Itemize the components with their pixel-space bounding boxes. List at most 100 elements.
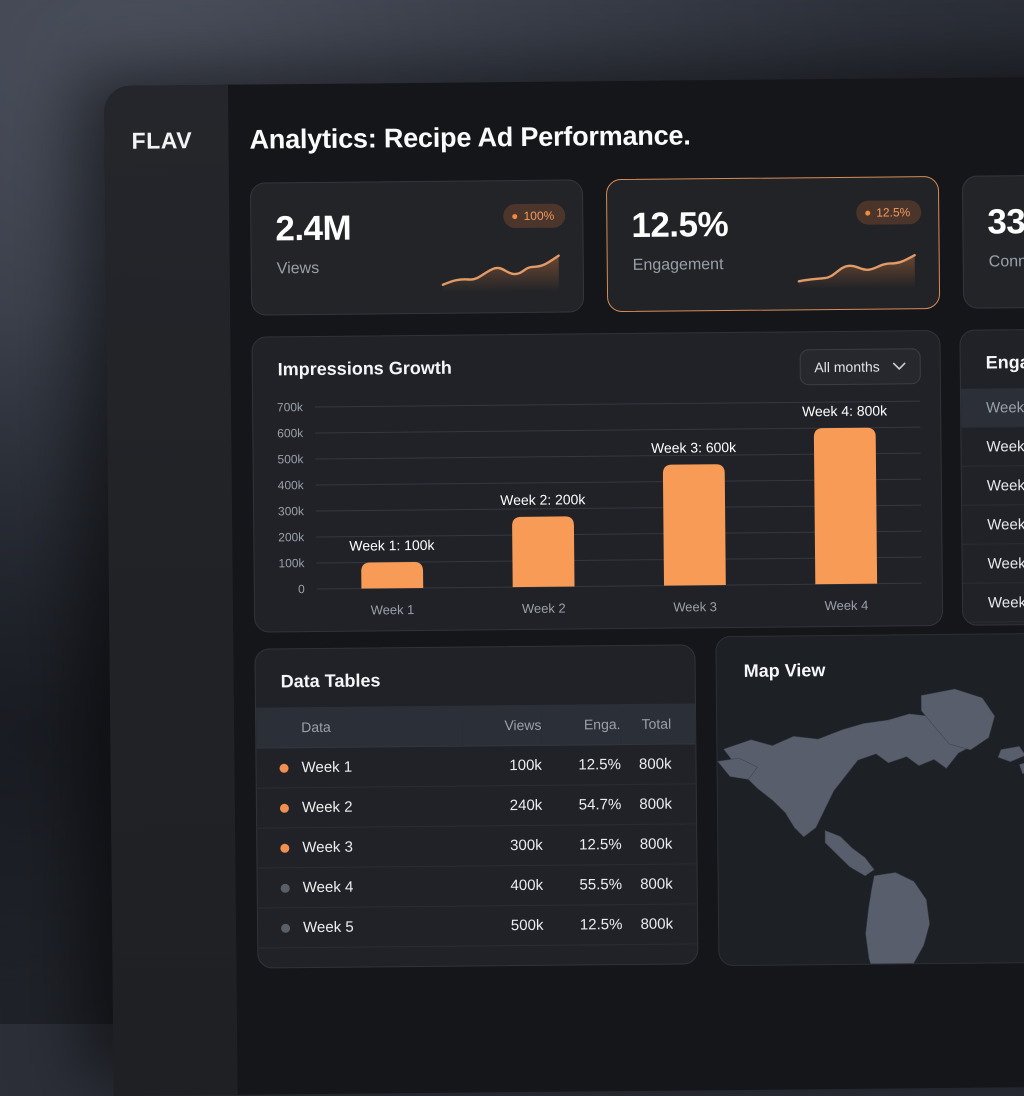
table-header-row: Data Views Enga. Total xyxy=(256,703,695,748)
engagement-list-item[interactable]: Week 1 xyxy=(961,425,1024,467)
y-axis-tick-label: 700k xyxy=(277,400,303,414)
kpi-value: 12.5% xyxy=(631,205,728,246)
row-status-dot-icon xyxy=(281,923,290,932)
data-tables-card: Data Tables Data Views Enga. Total Week … xyxy=(254,644,698,968)
kpi-label: Conn xyxy=(989,253,1024,271)
map-title: Map View xyxy=(744,660,826,682)
main-content: Analytics: Recipe Ad Performance. 2.4M V… xyxy=(228,76,1024,1094)
bar-chart: 0 100k 200k 300k 400k 500k 600k 700k Week 1: 100… xyxy=(253,391,942,633)
engagement-list-header: Week xyxy=(961,386,1024,428)
row-views: 100k xyxy=(463,745,542,786)
row-views: 300k xyxy=(463,825,542,866)
row-enga: 12.5% xyxy=(542,825,621,866)
row-label: Week 1 xyxy=(301,759,352,776)
bar-value-label: Week 4: 800k xyxy=(802,402,887,419)
table-header: Data Views Enga. Total xyxy=(256,703,695,748)
row-total: 800k xyxy=(622,864,697,905)
engagement-list-item[interactable]: Week 4 xyxy=(962,542,1024,584)
status-dot-icon xyxy=(513,214,518,219)
month-filter-label: All months xyxy=(814,359,880,376)
table-title: Data Tables xyxy=(281,670,381,692)
row-label: Week 3 xyxy=(302,839,353,856)
kpi-value: 2.4M xyxy=(275,209,351,250)
x-axis-tick-label: Week 3 xyxy=(673,599,717,614)
page-title: Analytics: Recipe Ad Performance. xyxy=(249,120,690,155)
y-axis-tick-label: 400k xyxy=(278,478,304,492)
column-header-total[interactable]: Total xyxy=(620,703,695,744)
bar-value-label: Week 2: 200k xyxy=(500,491,585,508)
kpi-card-engagement[interactable]: 12.5% Engagement 12.5% xyxy=(606,176,940,312)
row-enga: 12.5% xyxy=(543,905,622,946)
impressions-growth-card: Impressions Growth All months 0 100k 200k 3… xyxy=(251,330,943,633)
row-status-dot-icon xyxy=(280,803,289,812)
kpi-badge: 100% xyxy=(503,204,565,229)
row-total: 800k xyxy=(621,744,696,785)
engagement-list-item[interactable]: Week 3 xyxy=(962,503,1024,545)
world-map[interactable] xyxy=(715,683,1024,966)
bar-value-label: Week 3: 600k xyxy=(651,439,736,456)
kpi-label: Engagement xyxy=(633,256,724,275)
kpi-row: 2.4M Views 100% xyxy=(250,173,1024,316)
x-axis-tick-label: Week 4 xyxy=(825,598,869,613)
y-axis-tick-label: 0 xyxy=(298,582,305,596)
row-status-dot-icon xyxy=(281,883,290,892)
row-views: 500k xyxy=(464,905,543,946)
kpi-card-connections[interactable]: 33 Conn xyxy=(962,173,1024,309)
row-status-dot-icon xyxy=(280,763,289,772)
row-total: 800k xyxy=(621,824,696,865)
kpi-badge-text: 12.5% xyxy=(876,205,910,219)
bar-1[interactable] xyxy=(361,562,423,589)
chevron-down-icon xyxy=(893,362,906,370)
row-enga: 55.5% xyxy=(543,865,622,906)
sidebar: FLAV xyxy=(104,85,238,1096)
row-status-dot-icon xyxy=(280,843,289,852)
row-enga: 54.7% xyxy=(542,785,621,826)
sparkline-chart xyxy=(439,250,569,297)
kpi-label: Views xyxy=(277,260,320,278)
row-total: 800k xyxy=(622,904,697,945)
bar-4[interactable] xyxy=(814,428,877,585)
chart-title: Impressions Growth xyxy=(278,358,452,381)
row-views: 240k xyxy=(463,785,542,826)
y-axis-tick-label: 100k xyxy=(278,556,304,570)
bar-2[interactable] xyxy=(512,516,574,587)
month-filter-dropdown[interactable]: All months xyxy=(799,348,921,385)
brand-logo[interactable]: FLAV xyxy=(131,127,192,155)
bar-value-label: Week 1: 100k xyxy=(349,537,434,554)
engagement-title: Engagement xyxy=(986,352,1024,374)
column-header-views[interactable]: Views xyxy=(462,705,541,746)
row-label: Week 4 xyxy=(303,879,354,896)
row-views: 400k xyxy=(464,865,543,906)
app-window: FLAV Analytics: Recipe Ad Performance. 2… xyxy=(104,76,1024,1096)
y-axis-tick-label: 300k xyxy=(278,504,304,518)
x-axis-tick-label: Week 2 xyxy=(522,601,566,616)
kpi-badge-text: 100% xyxy=(523,209,554,223)
x-axis-tick-label: Week 1 xyxy=(371,602,415,617)
column-header-enga[interactable]: Enga. xyxy=(541,704,620,745)
y-axis-tick-label: 500k xyxy=(277,452,303,466)
row-total: 800k xyxy=(621,784,696,825)
column-header-data[interactable]: Data xyxy=(256,706,463,748)
y-axis-tick-label: 200k xyxy=(278,530,304,544)
bar-3[interactable] xyxy=(663,464,726,585)
row-label: Week 5 xyxy=(303,919,354,936)
kpi-badge: 12.5% xyxy=(856,200,921,225)
y-axis-tick-label: 600k xyxy=(277,426,303,440)
engagement-list-item[interactable]: Week 2 xyxy=(962,464,1024,506)
kpi-card-views[interactable]: 2.4M Views 100% xyxy=(250,179,584,315)
status-dot-icon xyxy=(865,210,870,215)
engagement-list-item[interactable]: Week 5 xyxy=(963,581,1024,623)
row-enga: 12.5% xyxy=(542,745,621,786)
sparkline-chart xyxy=(795,246,925,293)
map-view-card: Map View xyxy=(715,631,1024,966)
row-label: Week 2 xyxy=(302,799,353,816)
